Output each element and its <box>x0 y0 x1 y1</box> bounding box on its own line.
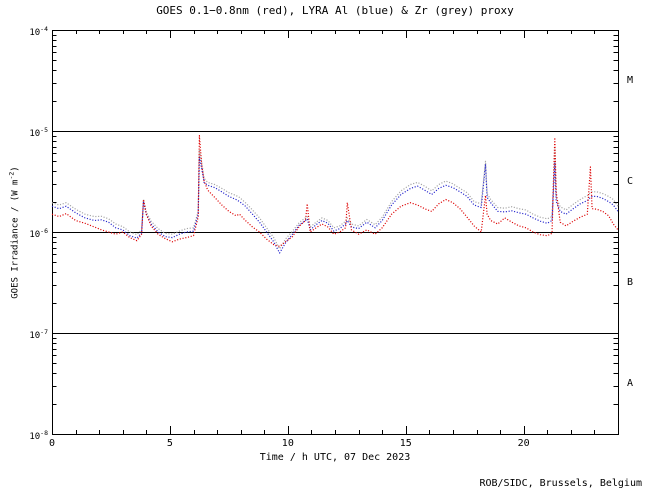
y-tick-label: 10-7 <box>29 328 48 341</box>
series-grey-line <box>51 147 619 250</box>
y-axis-label-exponent: -2 <box>7 171 16 180</box>
y-axis-label-suffix: ) <box>10 166 21 172</box>
chart-title: GOES 0.1−0.8nm (red), LYRA Al (blue) & Z… <box>156 4 514 17</box>
credit-footer: ROB/SIDC, Brussels, Belgium <box>479 478 642 489</box>
y-tick-label: 10-6 <box>29 227 48 240</box>
x-axis-label: Time / h UTC, 07 Dec 2023 <box>259 452 411 463</box>
flare-class-label-C: C <box>627 175 634 187</box>
flare-class-label-M: M <box>627 74 634 86</box>
x-tick-label: 20 <box>517 438 530 449</box>
y-tick-label: 10-5 <box>29 126 48 139</box>
y-tick-label: 10-8 <box>29 429 48 442</box>
flare-class-label-B: B <box>627 276 634 288</box>
series-blue-line <box>51 156 619 254</box>
x-tick-label: 5 <box>166 438 173 449</box>
flare-class-label-A: A <box>627 377 634 389</box>
series-red-line <box>51 135 619 247</box>
x-tick-label: 0 <box>48 438 56 449</box>
y-tick-label: 10-4 <box>29 25 48 38</box>
x-tick-label: 10 <box>281 438 294 449</box>
x-tick-label: 15 <box>399 438 412 449</box>
